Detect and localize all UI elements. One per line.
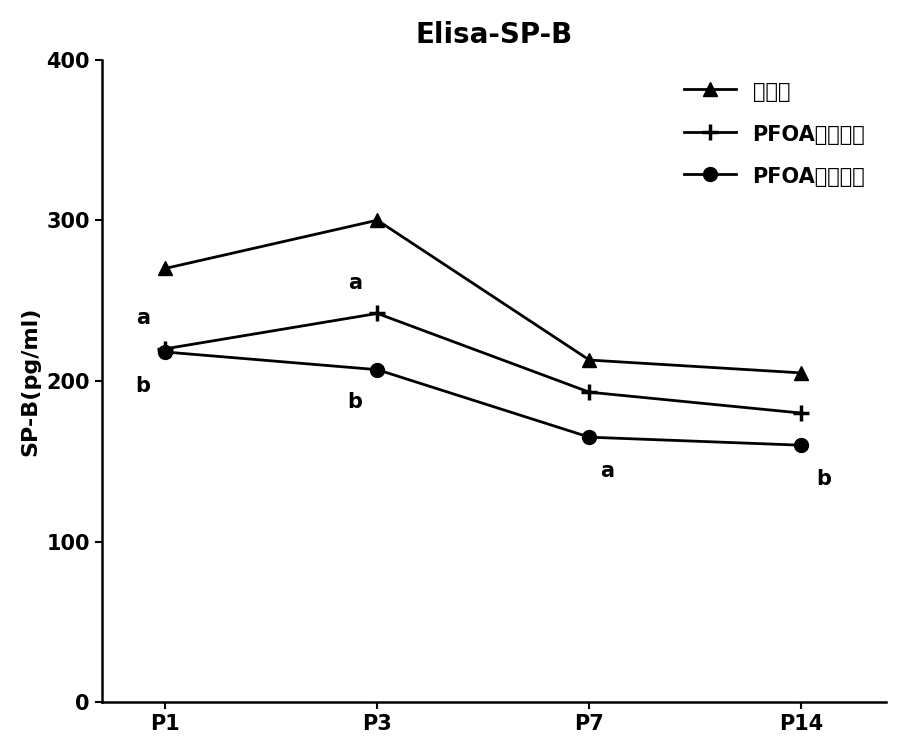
Text: b: b [347,392,363,412]
Line: 对照组: 对照组 [159,213,808,380]
Title: Elisa-SP-B: Elisa-SP-B [415,21,572,49]
Text: a: a [600,461,614,481]
对照组 [796,368,807,378]
PFOA低剂量组 [372,309,383,318]
对照组 [584,356,595,365]
Line: PFOA高剂量组: PFOA高剂量组 [159,345,808,452]
Text: b: b [816,470,831,489]
对照组 [160,264,171,273]
PFOA高剂量组 [584,433,595,442]
Text: a: a [136,308,151,328]
Text: b: b [135,376,151,396]
Text: a: a [348,273,363,292]
PFOA高剂量组 [372,365,383,374]
PFOA高剂量组 [160,347,171,356]
PFOA高剂量组 [796,441,807,450]
Y-axis label: SP-B(pg/ml): SP-B(pg/ml) [21,307,41,455]
对照组 [372,216,383,225]
Line: PFOA低剂量组: PFOA低剂量组 [157,305,810,421]
PFOA低剂量组 [796,408,807,418]
PFOA低剂量组 [584,387,595,396]
PFOA低剂量组 [160,344,171,353]
Legend: 对照组, PFOA低剂量组, PFOA高剂量组: 对照组, PFOA低剂量组, PFOA高剂量组 [673,70,876,198]
